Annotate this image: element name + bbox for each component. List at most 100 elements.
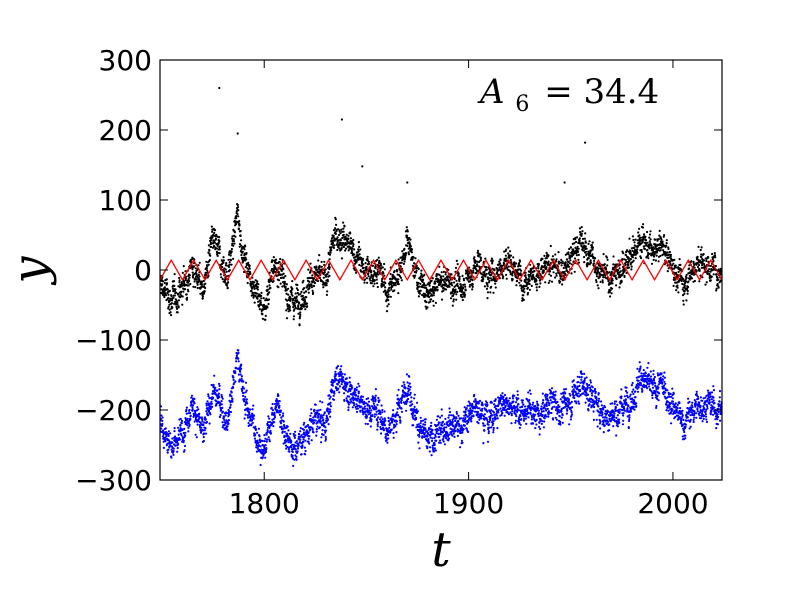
data-point [412, 256, 415, 259]
data-point [258, 439, 262, 442]
data-point [680, 279, 683, 283]
data-point [351, 386, 354, 389]
data-point [349, 389, 352, 393]
data-point [589, 251, 592, 254]
data-point [344, 235, 347, 238]
data-point [252, 414, 256, 417]
data-point [406, 181, 409, 184]
data-point [375, 413, 378, 416]
data-point [352, 238, 355, 242]
data-point [361, 398, 364, 401]
data-point [366, 403, 369, 406]
data-point [289, 297, 292, 300]
data-point [693, 279, 697, 283]
data-point [650, 254, 653, 257]
data-point [396, 394, 399, 397]
data-point [319, 417, 322, 420]
data-point [239, 229, 242, 233]
data-point [282, 272, 285, 275]
data-point [195, 415, 198, 419]
data-point [591, 246, 595, 249]
data-point [167, 433, 170, 436]
data-point [287, 448, 290, 451]
data-point [303, 446, 306, 449]
data-point [176, 311, 179, 314]
data-point [213, 229, 217, 232]
data-point [528, 288, 532, 291]
data-point [373, 415, 376, 418]
data-point [370, 420, 373, 423]
data-point [604, 268, 608, 271]
data-point [573, 257, 577, 260]
data-point [326, 418, 329, 421]
data-point [403, 247, 406, 250]
data-point [513, 265, 517, 268]
data-point [178, 279, 181, 282]
data-point [217, 241, 220, 244]
data-point [205, 410, 208, 413]
data-point [375, 275, 378, 278]
data-point [268, 291, 271, 294]
data-point [484, 275, 487, 278]
data-point [430, 439, 434, 442]
data-point [303, 305, 306, 308]
data-point [253, 437, 257, 440]
data-point [415, 401, 419, 404]
data-point [353, 248, 356, 251]
data-point [505, 248, 508, 251]
data-point [263, 449, 266, 452]
data-point [526, 291, 530, 295]
data-point [372, 285, 375, 288]
data-point [376, 425, 379, 428]
data-point [479, 256, 483, 260]
data-point [578, 227, 582, 230]
data-point [555, 272, 558, 275]
data-point [400, 399, 403, 402]
data-point [451, 284, 454, 287]
data-point [354, 391, 357, 394]
data-point [654, 238, 657, 241]
data-point [255, 428, 258, 431]
data-point [380, 264, 383, 267]
data-point [322, 414, 325, 417]
data-point [201, 418, 204, 421]
data-point [640, 248, 643, 252]
data-point [515, 262, 518, 265]
data-point [362, 263, 365, 266]
data-point [184, 434, 187, 437]
data-point [453, 277, 456, 280]
data-point [545, 260, 548, 263]
data-point [173, 294, 176, 297]
data-point [479, 253, 482, 256]
data-point [660, 238, 663, 241]
data-point [295, 455, 298, 458]
data-point [711, 252, 714, 256]
data-point [328, 403, 331, 406]
data-point [560, 258, 563, 261]
data-point [523, 287, 526, 290]
data-point [294, 306, 297, 309]
data-point [369, 411, 372, 414]
data-point [697, 245, 700, 248]
data-point [309, 428, 312, 431]
data-point [218, 388, 221, 391]
data-point [190, 396, 193, 399]
data-point [181, 428, 184, 432]
data-point [713, 252, 716, 255]
data-point [244, 256, 247, 259]
data-point [363, 402, 366, 405]
data-point [677, 266, 680, 269]
data-point [407, 384, 410, 388]
data-point [278, 413, 281, 416]
data-point [335, 379, 338, 382]
data-point [332, 246, 335, 249]
data-point [318, 413, 321, 416]
data-point [669, 262, 672, 265]
data-point [163, 295, 166, 299]
data-point [237, 360, 240, 363]
data-point [541, 257, 544, 260]
data-point [169, 297, 172, 300]
data-point [485, 272, 488, 276]
data-point [504, 259, 507, 263]
data-point [202, 423, 205, 427]
